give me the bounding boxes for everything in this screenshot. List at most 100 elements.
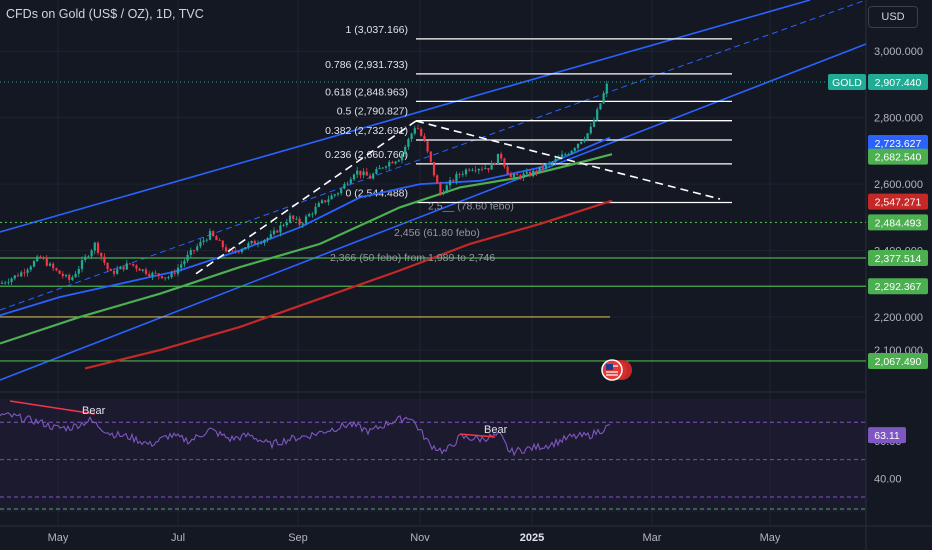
- candle-body: [282, 225, 285, 226]
- candle-body: [186, 254, 189, 261]
- bear-label: Bear: [82, 405, 106, 417]
- candle-body: [516, 174, 519, 176]
- price-badge: [868, 135, 928, 152]
- rsi-line: [0, 412, 611, 457]
- candle-body: [93, 242, 96, 251]
- candle-body: [519, 175, 522, 178]
- candle-body: [212, 230, 215, 237]
- candle-body: [304, 216, 308, 224]
- candle-body: [320, 200, 324, 204]
- candle-body: [231, 250, 234, 252]
- candle-body: [477, 168, 480, 171]
- candle-body: [372, 173, 375, 179]
- candle-body: [506, 166, 509, 175]
- us-flag-icon[interactable]: [601, 359, 632, 381]
- candle-body: [375, 169, 378, 174]
- candle-body: [352, 174, 356, 180]
- candle-body: [244, 247, 247, 250]
- candle-body: [29, 266, 32, 270]
- candle-body: [448, 180, 452, 186]
- candle-body: [538, 166, 541, 173]
- candle-body: [445, 185, 448, 193]
- candle-body: [237, 251, 240, 253]
- candle-body: [205, 239, 208, 241]
- candle-body: [221, 240, 224, 248]
- candle-body: [122, 266, 125, 270]
- candle-body: [157, 273, 160, 277]
- candle-body: [144, 269, 148, 275]
- candle-body: [471, 169, 474, 171]
- candle-body: [439, 183, 442, 194]
- candle-body: [349, 179, 352, 184]
- trend-line-up: [195, 120, 417, 275]
- candle-body: [394, 161, 397, 164]
- candle-body: [567, 154, 570, 155]
- candle-body: [410, 133, 413, 140]
- candle-body: [141, 269, 144, 271]
- candle-body: [36, 256, 39, 262]
- candle-body: [100, 252, 103, 257]
- candle-body: [151, 272, 154, 277]
- currency-button[interactable]: USD: [868, 6, 918, 28]
- time-tick-label: 2025: [520, 532, 544, 544]
- candle-body: [276, 230, 279, 233]
- candle-body: [173, 272, 176, 274]
- candle-body: [548, 163, 551, 165]
- ma-blue-line: [0, 136, 611, 317]
- candle-body: [420, 128, 423, 136]
- price-axis[interactable]: 3,000.0002,800.0002,600.0002,400.0002,20…: [828, 46, 928, 485]
- candle-body: [480, 168, 484, 170]
- price-tick-label: 2,200.000: [874, 312, 923, 324]
- candle-body: [218, 240, 221, 241]
- candle-body: [452, 180, 455, 182]
- candle-body: [224, 247, 228, 252]
- candle-body: [455, 174, 458, 182]
- candle-body: [208, 230, 212, 240]
- time-axis[interactable]: May Jul Sep Nov 2025 Mar May: [48, 532, 781, 544]
- time-tick-label: Jul: [171, 532, 185, 544]
- candle-body: [346, 183, 349, 185]
- candle-body: [64, 275, 68, 277]
- price-tick-label: 2,600.000: [874, 179, 923, 191]
- candle-body: [279, 225, 282, 233]
- candle-body: [381, 167, 384, 169]
- candle-body: [330, 195, 333, 200]
- candle-body: [576, 143, 580, 149]
- candle-body: [61, 273, 64, 277]
- candle-body: [599, 103, 602, 110]
- candle-body: [52, 263, 55, 269]
- price-badge: [868, 214, 928, 231]
- febo-annotation: 2,5__ (78.60 febo): [428, 201, 514, 213]
- candle-body: [487, 168, 490, 170]
- candle-body: [215, 236, 218, 241]
- candle-body: [314, 206, 317, 214]
- candle-body: [490, 163, 493, 170]
- candle-body: [263, 240, 266, 243]
- candle-body: [570, 150, 573, 155]
- candle-body: [532, 170, 535, 177]
- candle-body: [554, 158, 557, 163]
- candle-body: [458, 174, 461, 175]
- candle-body: [116, 269, 119, 274]
- chart-title: CFDs on Gold (US$ / OZ), 1D, TVC: [6, 7, 204, 21]
- candle-body: [45, 258, 48, 266]
- candle-body: [48, 263, 52, 266]
- price-badge-label: 2,067.490: [875, 356, 922, 368]
- price-badge-label: 2,377.514: [875, 253, 922, 265]
- candle-body: [551, 162, 554, 164]
- candle-body: [256, 243, 260, 245]
- candle-body: [378, 167, 381, 170]
- horizontal-levels: [0, 81, 866, 362]
- candle-body: [317, 203, 320, 207]
- candle-body: [148, 274, 151, 277]
- candle-body: [359, 170, 362, 176]
- candle-body: [311, 213, 314, 215]
- candle-body: [416, 128, 420, 130]
- price-badge-label: 2,682.540: [875, 152, 922, 164]
- time-tick-label: Mar: [643, 532, 662, 544]
- candle-body: [135, 265, 138, 269]
- candle-body: [240, 249, 244, 252]
- candle-body: [160, 276, 164, 279]
- candle-body: [496, 153, 500, 164]
